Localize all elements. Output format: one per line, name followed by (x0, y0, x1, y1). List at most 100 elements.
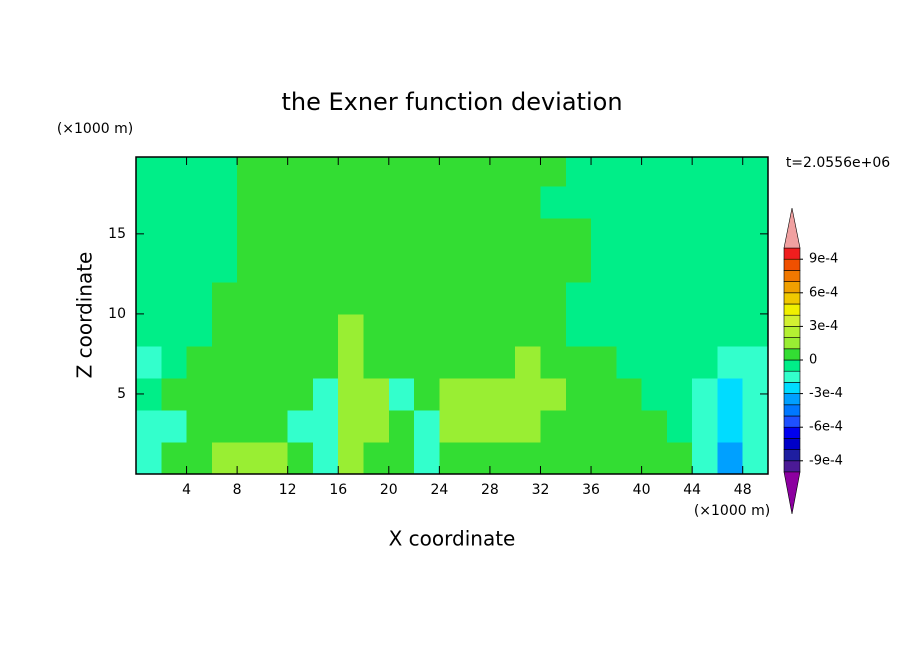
field-cell (717, 345, 744, 379)
field-cell (363, 377, 390, 411)
field-cell (161, 345, 188, 379)
x-tick-label: 44 (683, 482, 701, 498)
field-cell (742, 157, 768, 187)
field-cell (565, 313, 592, 347)
colorbar-label: -6e-4 (809, 420, 843, 435)
field-cell (464, 409, 491, 443)
field-cell (540, 313, 567, 347)
field-cell (439, 313, 466, 347)
field-cell (414, 185, 440, 219)
field-cell (414, 249, 440, 283)
field-cell (616, 409, 643, 443)
plot-frame (135, 156, 769, 475)
y-tick-label: 15 (108, 226, 126, 242)
field-cell (641, 217, 668, 251)
field-cell (338, 409, 365, 443)
contour-field (136, 157, 768, 474)
x-tick-label: 16 (329, 482, 347, 498)
field-cell (211, 249, 238, 283)
field-cell (666, 409, 693, 443)
field-cell (439, 377, 466, 411)
field-cell (641, 441, 668, 474)
field-cell (515, 157, 541, 187)
x-tick-label: 24 (430, 482, 448, 498)
field-cell (312, 157, 339, 187)
field-cell (591, 441, 617, 474)
field-cell (287, 185, 314, 219)
field-cell (742, 409, 768, 443)
field-cell (666, 441, 693, 474)
field-cell (692, 157, 718, 187)
field-cell (237, 217, 263, 251)
field-cell (616, 157, 643, 187)
field-cell (414, 281, 440, 315)
field-cell (641, 185, 668, 219)
x-tick-label: 32 (532, 482, 550, 498)
field-cell (616, 281, 643, 315)
field-cell (312, 377, 339, 411)
field-cell (211, 345, 238, 379)
field-cell (692, 281, 718, 315)
field-cell (692, 409, 718, 443)
x-tick-label: 12 (279, 482, 297, 498)
field-cell (388, 345, 415, 379)
y-unit: (×1000 m) (57, 121, 133, 137)
field-cell (641, 409, 668, 443)
field-cell (211, 157, 238, 187)
field-cell (136, 441, 162, 474)
field-cell (540, 377, 567, 411)
field-cell (692, 313, 718, 347)
field-cell (287, 249, 314, 283)
field-cell (616, 185, 643, 219)
field-cell (363, 345, 390, 379)
field-cell (186, 249, 213, 283)
field-cell (591, 249, 617, 283)
field-cell (338, 217, 365, 251)
field-cell (591, 409, 617, 443)
field-cell (540, 217, 567, 251)
field-cell (262, 157, 289, 187)
field-cell (186, 217, 213, 251)
field-cell (237, 157, 263, 187)
field-cell (591, 345, 617, 379)
colorbar-box (783, 415, 801, 428)
field-cell (591, 377, 617, 411)
field-cell (262, 441, 289, 474)
colorbar-box (783, 404, 801, 417)
field-cell (186, 157, 213, 187)
field-cell (717, 441, 744, 474)
field-cell (287, 281, 314, 315)
field-cell (312, 409, 339, 443)
x-axis-label: X coordinate (389, 527, 516, 551)
field-cell (717, 313, 744, 347)
field-cell (565, 377, 592, 411)
field-cell (262, 217, 289, 251)
field-cell (515, 441, 541, 474)
field-cell (287, 441, 314, 474)
field-cell (692, 249, 718, 283)
field-cell (464, 441, 491, 474)
field-cell (666, 185, 693, 219)
field-cell (262, 249, 289, 283)
colorbar-label: 9e-4 (809, 252, 838, 267)
field-cell (237, 185, 263, 219)
field-cell (591, 313, 617, 347)
field-cell (186, 377, 213, 411)
field-cell (414, 157, 440, 187)
colorbar-box (783, 326, 801, 338)
field-cell (262, 377, 289, 411)
field-cell (262, 409, 289, 443)
field-cell (338, 377, 365, 411)
field-cell (717, 249, 744, 283)
field-cell (136, 157, 162, 187)
field-cell (338, 185, 365, 219)
field-cell (136, 313, 162, 347)
field-cell (616, 249, 643, 283)
field-cell (414, 313, 440, 347)
field-cell (287, 313, 314, 347)
field-cell (262, 313, 289, 347)
field-cell (616, 217, 643, 251)
field-cell (237, 249, 263, 283)
field-cell (591, 185, 617, 219)
field-cell (439, 157, 466, 187)
